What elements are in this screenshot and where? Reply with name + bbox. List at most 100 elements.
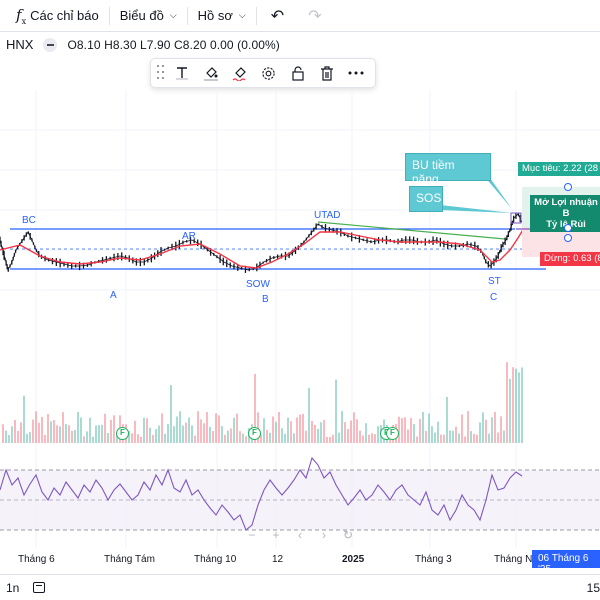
toolbar-divider [108,6,110,25]
delete-icon[interactable] [312,60,341,86]
settings-icon[interactable] [254,60,283,86]
volume-bar [413,424,415,443]
volume-bar [488,433,490,443]
label-sow[interactable]: SOW [246,279,270,290]
drag-handle-icon[interactable] [157,65,167,81]
volume-bar [299,414,301,443]
label-utad[interactable]: UTAD [314,210,341,221]
volume-bar [209,426,211,443]
text-tool-icon[interactable] [167,60,196,86]
line-color-icon[interactable] [225,60,254,86]
volume-bar [41,416,43,443]
volume-bar [83,436,85,443]
volume-bar [476,434,478,443]
volume-bar [71,430,73,443]
price-chart[interactable] [0,90,600,548]
volume-bar [284,433,286,443]
earnings-marker-icon[interactable]: F [116,427,129,440]
stop-label[interactable]: Dừng: 0.63 (8 [540,252,600,266]
fill-color-icon[interactable] [196,60,225,86]
label-a[interactable]: A [110,290,117,301]
hide-series-button[interactable] [43,37,58,52]
redo-icon[interactable]: ↷ [308,7,322,25]
label-st[interactable]: ST [488,276,501,287]
volume-bar [368,434,370,443]
label-ar[interactable]: AR [182,231,196,242]
label-c[interactable]: C [490,292,498,303]
volume-bar [101,424,103,443]
drawing-toolbar [150,58,376,88]
volume-bar [503,430,505,443]
volume-bar [128,431,130,443]
volume-bar [458,433,460,443]
volume-bar [188,417,190,443]
calendar-icon[interactable] [33,582,46,593]
earnings-marker-icon[interactable]: F [248,427,261,440]
zoom-in-icon[interactable]: + [272,528,280,542]
volume-bar [434,432,436,443]
volume-bar [26,433,28,443]
more-icon[interactable] [341,60,370,86]
target-handle[interactable] [564,183,572,191]
profile-dropdown[interactable]: Hồ sơ ⌵ [190,0,254,32]
volume-bar [311,421,313,443]
volume-bar [410,418,412,443]
label-b[interactable]: B [262,294,269,305]
volume-bar [35,411,37,443]
volume-bar [326,436,328,443]
volume-bar [278,411,280,443]
scroll-right-icon[interactable]: › [322,528,326,542]
volume-bar [428,413,430,443]
chevron-down-icon: ⌵ [169,10,177,20]
volume-bar [449,430,451,443]
period-selector[interactable]: 1n [6,580,20,595]
volume-bar [506,362,508,443]
callout-bu-text: BU tiềm năng [412,158,455,186]
bottom-right-value: 15 [586,580,600,595]
target-label[interactable]: Mục tiêu: 2.22 (28 [518,162,600,176]
volume-bars [2,362,523,443]
volume-bar [242,433,244,443]
undo-icon[interactable]: ↶ [270,7,285,25]
earnings-marker-icon[interactable]: F [386,427,399,440]
volume-bar [254,373,256,443]
callout-sos[interactable]: SOS [409,186,443,212]
lock-icon[interactable] [283,60,312,86]
time-axis[interactable]: Tháng 6 Tháng Tám Tháng 10 12 2025 Tháng… [0,548,600,575]
chart-type-dropdown[interactable]: Biểu đồ ⌵ [112,0,185,32]
reset-icon[interactable]: ↻ [342,528,354,542]
volume-bar [80,417,82,443]
volume-bar [290,421,292,443]
entry-handle[interactable] [564,224,572,232]
time-label: Tháng 6 [18,554,55,565]
volume-bar [62,412,64,443]
volume-bar [338,432,340,443]
volume-bar [491,417,493,443]
stop-handle[interactable] [564,234,572,242]
volume-bar [515,368,517,443]
volume-bar [164,433,166,443]
indicators-button[interactable]: fx Các chỉ báo [0,0,107,32]
volume-bar [317,428,319,443]
volume-bar [11,426,13,443]
volume-bar [446,396,448,443]
volume-bar [455,426,457,443]
pane-navigation: − + ‹ › ↻ [240,528,360,542]
volume-bar [482,412,484,443]
volume-bar [134,420,136,443]
volume-bar [215,413,217,443]
volume-bar [197,411,199,443]
volume-bar [218,415,220,443]
volume-bar [65,424,67,443]
symbol-name[interactable]: HNX [6,37,34,52]
scroll-left-icon[interactable]: ‹ [298,528,302,542]
volume-bar [59,426,61,443]
callout-bu[interactable]: BU tiềm năng [405,153,491,186]
volume-bar [260,434,262,443]
volume-bar [107,432,109,443]
volume-bar [470,431,472,443]
crosshair-date-label: 06 Tháng 6 '25 [532,550,600,575]
zoom-out-icon[interactable]: − [248,528,256,542]
label-bc[interactable]: BC [22,215,36,226]
volume-bar [158,425,160,443]
